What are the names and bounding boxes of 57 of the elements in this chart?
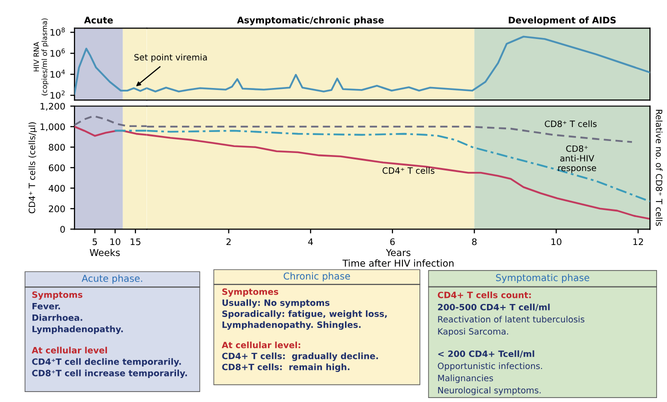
y-tick-label: 1,000 [40,123,65,132]
text: 200-500 CD4+ T cell/ml [438,304,550,312]
y-tick-label: 10$^{2}$ [50,90,65,99]
text: Symptoms [32,291,82,300]
x-tick-label: 4 [308,238,313,246]
text: Fever. [32,303,60,310]
text: Usually: No symptoms [222,299,330,308]
series-label: CD8⁺ anti-HIV response [558,145,596,173]
text: Diarrhoea. [32,314,82,321]
y-tick-label: 200 [48,205,65,212]
text: Lymphadenopathy. [32,326,123,334]
text: CD8⁺T cell increase temporarily. [32,370,187,378]
y-tick-label: 1,200 [40,102,65,111]
text: Weeks [90,248,120,256]
x-tick-label: 10 [110,238,120,246]
y-tick-label: 600 [48,164,65,172]
y-tick-label: 10$^{8}$ [50,28,65,36]
text: Lymphadenopathy. Shingles. [222,321,361,330]
text: Acute phase. [82,274,142,284]
y2-axis-title: Relative no. of CD8⁺ T cells [656,110,662,226]
y-axis-title: CD4⁺ T cells (cells/µl) [28,122,37,214]
text: CD4⁺T cell decline temporarily. [32,358,181,367]
text: Kaposi Sarcoma. [438,328,508,336]
y-tick-label: 0 [60,226,65,233]
text: At cellular level [32,346,107,354]
x-tick-label: 5 [92,238,97,246]
x-tick-label: 12 [633,238,643,246]
text: Symptomatic phase [496,274,590,284]
y-tick-label: 10$^{4}$ [50,70,65,78]
text: At cellular level: [222,342,300,348]
series-label: CD8⁺ T cells [544,120,597,128]
text: Reactivation of latent tuberculosis [438,316,584,322]
annotation: Set point viremia [134,54,207,62]
y-tick-label: 10$^{6}$ [50,48,65,57]
x-axis-title: Time after HIV infection [342,259,454,267]
x-tick-label: 8 [472,238,477,246]
text: CD4+ T cells count: [438,292,531,298]
text: Sporadically: fatigue, weight loss, [222,310,387,319]
text: Symptomes [222,288,278,297]
text: Neurological symptoms. [438,386,541,396]
text: Opportunistic infections. [438,362,542,371]
text: CD4+ T cells: gradually decline. [222,352,378,361]
band-label: Asymptomatic/chronic phase [237,16,384,26]
band-label: Development of AIDS [508,16,616,26]
band-label: Acute [84,16,113,24]
text: Years [386,249,410,256]
y-tick-label: 800 [48,144,65,151]
text: Chronic phase [284,272,350,282]
x-tick-label: 15 [130,238,140,246]
text: CD8+T cells: remain high. [222,364,350,372]
text: < 200 CD4+ Tcell/ml [438,350,534,358]
series-label: CD4⁺ T cells [382,167,434,174]
x-tick-label: 2 [226,238,231,246]
y-tick-label: 400 [48,184,65,192]
x-tick-label: 10 [551,238,562,246]
x-tick-label: 6 [390,238,395,246]
text: Malignancies [438,374,494,383]
